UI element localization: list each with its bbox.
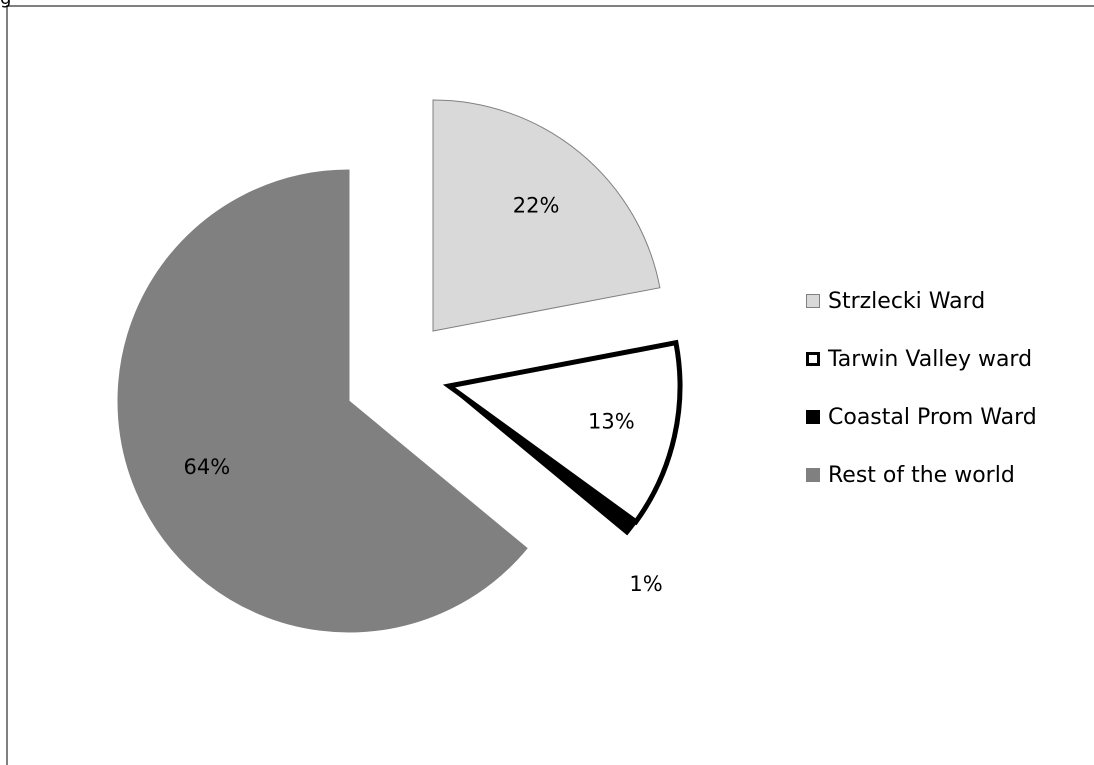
legend-swatch-tarwin-valley-ward bbox=[806, 352, 820, 366]
pie-slices bbox=[117, 99, 683, 633]
pie-data-labels: 22% 13% 1% 64% bbox=[184, 193, 663, 596]
pie-slice-tarwin-valley-ward bbox=[442, 339, 683, 526]
legend-item-coastal-prom-ward: Coastal Prom Ward bbox=[806, 388, 1037, 446]
data-label-coastal-prom-ward: 1% bbox=[629, 572, 662, 596]
legend-swatch-coastal-prom-ward bbox=[806, 410, 820, 424]
legend-label: Tarwin Valley ward bbox=[828, 346, 1033, 372]
pie-slice-rest-of-the-world bbox=[117, 169, 528, 633]
legend-item-tarwin-valley-ward: Tarwin Valley ward bbox=[806, 330, 1037, 388]
pie-slice-strzlecki-ward bbox=[432, 99, 661, 332]
legend-item-strzlecki-ward: Strzlecki Ward bbox=[806, 272, 1037, 330]
data-label-tarwin-valley-ward: 13% bbox=[588, 409, 635, 433]
data-label-rest-of-the-world: 64% bbox=[184, 455, 231, 479]
legend-label: Coastal Prom Ward bbox=[828, 404, 1037, 430]
data-label-strzlecki-ward: 22% bbox=[513, 193, 560, 217]
legend-swatch-strzlecki-ward bbox=[806, 294, 820, 308]
legend-label: Rest of the world bbox=[828, 462, 1015, 488]
chart-legend: Strzlecki Ward Tarwin Valley ward Coastal … bbox=[806, 272, 1037, 504]
legend-item-rest-of-the-world: Rest of the world bbox=[806, 446, 1037, 504]
legend-label: Strzlecki Ward bbox=[828, 288, 986, 314]
clipped-heading-text: g bbox=[0, 0, 11, 9]
pie-chart: 22% 13% 1% 64% bbox=[117, 99, 683, 633]
pie-slice-coastal-prom-ward bbox=[448, 384, 638, 536]
legend-swatch-rest-of-the-world bbox=[806, 468, 820, 482]
chart-frame bbox=[6, 5, 1094, 765]
